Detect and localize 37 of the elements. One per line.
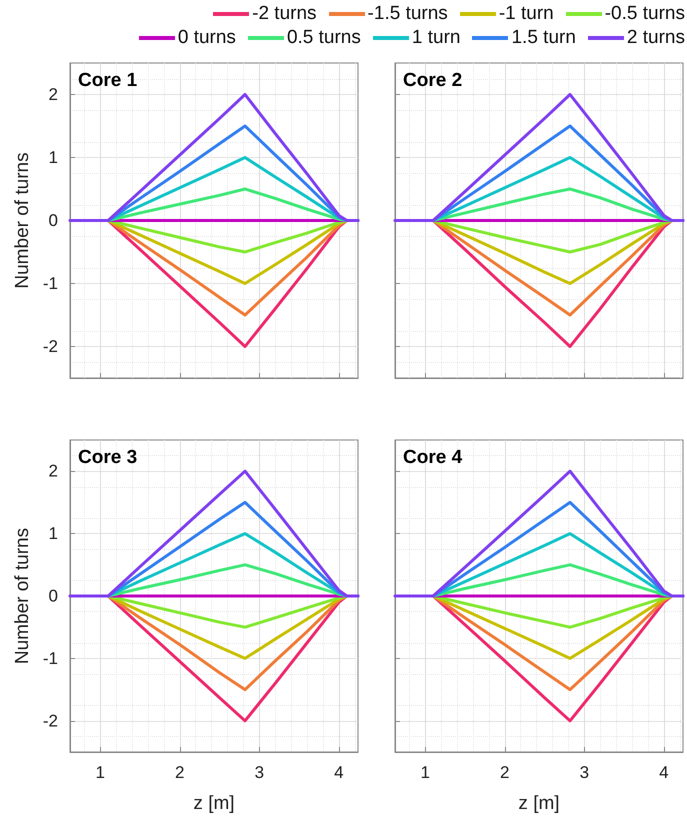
- y-tick-label: -2: [42, 711, 58, 730]
- x-axis-title: z [m]: [193, 793, 235, 814]
- x-tick-label: 2: [500, 763, 510, 782]
- y-axis-title: Number of turns: [12, 152, 33, 289]
- legend-label: -1 turn: [498, 2, 554, 26]
- y-tick-label: -1: [42, 274, 58, 293]
- y-tick-label: 2: [48, 85, 58, 104]
- legend-label: -1.5 turns: [368, 2, 448, 26]
- y-tick-label: -2: [42, 337, 58, 356]
- x-tick-label: 4: [334, 763, 344, 782]
- x-tick-label: 3: [580, 763, 590, 782]
- chart-title: Core 3: [78, 447, 138, 468]
- x-tick-label: 3: [254, 763, 264, 782]
- x-tick-label: 2: [175, 763, 185, 782]
- y-tick-label: -1: [42, 648, 58, 668]
- line-series: [68, 93, 360, 222]
- x-tick-label: 1: [96, 763, 105, 782]
- y-tick-label: 2: [48, 462, 58, 481]
- y-tick-label: 0: [48, 586, 58, 606]
- y-tick-label: 1: [48, 148, 58, 167]
- chart-title: Core 4: [403, 447, 463, 468]
- chart-title: Core 1: [78, 70, 138, 91]
- legend-label: 0.5 turns: [286, 26, 361, 50]
- x-axis-title: z [m]: [518, 793, 560, 814]
- x-tick-label: 4: [659, 763, 669, 782]
- legend-label: 1.5 turn: [511, 26, 576, 50]
- legend-label: 1 turn: [412, 26, 460, 50]
- x-tick-label: 1: [420, 763, 430, 782]
- legend-label: 0 turns: [178, 26, 236, 50]
- y-tick-label: 0: [48, 211, 58, 230]
- legend-label: -2 turns: [252, 2, 317, 26]
- legend-label: -0.5 turns: [604, 2, 685, 26]
- y-tick-label: 1: [48, 524, 58, 544]
- chart-title: Core 2: [403, 70, 462, 91]
- line-series: [68, 470, 360, 598]
- y-axis-title: Number of turns: [12, 528, 33, 664]
- legend-label: 2 turns: [626, 26, 685, 50]
